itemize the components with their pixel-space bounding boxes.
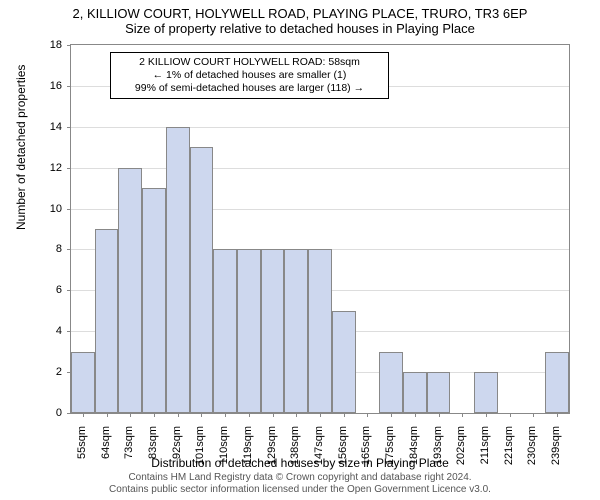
y-axis-label: Number of detached properties	[14, 65, 28, 230]
y-tick-mark	[67, 127, 71, 128]
y-tick-label: 8	[32, 243, 62, 255]
y-tick-mark	[67, 290, 71, 291]
footer-line2: Contains public sector information licen…	[0, 484, 600, 496]
histogram-bar	[332, 311, 356, 413]
footer-line1: Contains HM Land Registry data © Crown c…	[0, 472, 600, 484]
x-tick-mark	[296, 413, 297, 417]
y-tick-mark	[67, 413, 71, 414]
x-tick-mark	[486, 413, 487, 417]
histogram-bar	[284, 249, 308, 413]
y-tick-label: 4	[32, 325, 62, 337]
y-tick-mark	[67, 331, 71, 332]
y-tick-mark	[67, 168, 71, 169]
x-tick-mark	[462, 413, 463, 417]
histogram-bar	[261, 249, 285, 413]
chart-plot-area	[70, 44, 570, 414]
histogram-bar	[427, 372, 451, 413]
x-tick-mark	[344, 413, 345, 417]
histogram-bar	[71, 352, 95, 413]
y-tick-mark	[67, 45, 71, 46]
x-tick-mark	[178, 413, 179, 417]
y-tick-label: 18	[32, 39, 62, 51]
y-tick-label: 16	[32, 80, 62, 92]
histogram-bar	[403, 372, 427, 413]
x-tick-mark	[273, 413, 274, 417]
chart-title-block: 2, KILLIOW COURT, HOLYWELL ROAD, PLAYING…	[0, 0, 600, 36]
x-tick-mark	[225, 413, 226, 417]
x-tick-mark	[83, 413, 84, 417]
x-tick-mark	[201, 413, 202, 417]
x-tick-mark	[130, 413, 131, 417]
histogram-bar	[118, 168, 142, 413]
gridline	[71, 168, 569, 169]
y-tick-label: 14	[32, 121, 62, 133]
x-tick-mark	[154, 413, 155, 417]
histogram-bar	[474, 372, 498, 413]
y-tick-mark	[67, 86, 71, 87]
histogram-bar	[213, 249, 237, 413]
y-tick-label: 10	[32, 203, 62, 215]
histogram-bar	[142, 188, 166, 413]
x-tick-mark	[391, 413, 392, 417]
histogram-bar	[190, 147, 214, 413]
x-tick-mark	[533, 413, 534, 417]
x-tick-mark	[439, 413, 440, 417]
y-tick-mark	[67, 249, 71, 250]
chart-title-line1: 2, KILLIOW COURT, HOLYWELL ROAD, PLAYING…	[0, 6, 600, 21]
histogram-bar	[95, 229, 119, 413]
x-tick-mark	[107, 413, 108, 417]
callout-line1: 2 KILLIOW COURT HOLYWELL ROAD: 58sqm	[117, 56, 382, 69]
histogram-bar	[308, 249, 332, 413]
histogram-bar	[379, 352, 403, 413]
y-tick-label: 12	[32, 162, 62, 174]
histogram-bar	[237, 249, 261, 413]
histogram-bar	[166, 127, 190, 413]
y-tick-mark	[67, 209, 71, 210]
y-tick-label: 0	[32, 407, 62, 419]
callout-line3: 99% of semi-detached houses are larger (…	[117, 82, 382, 95]
y-tick-label: 2	[32, 366, 62, 378]
callout-line2: ← 1% of detached houses are smaller (1)	[117, 69, 382, 82]
x-tick-mark	[415, 413, 416, 417]
x-tick-mark	[510, 413, 511, 417]
y-tick-label: 6	[32, 284, 62, 296]
x-tick-mark	[249, 413, 250, 417]
chart-title-line2: Size of property relative to detached ho…	[0, 21, 600, 36]
x-axis-label: Distribution of detached houses by size …	[0, 456, 600, 470]
callout-box: 2 KILLIOW COURT HOLYWELL ROAD: 58sqm ← 1…	[110, 52, 389, 99]
footer-attribution: Contains HM Land Registry data © Crown c…	[0, 472, 600, 496]
x-tick-mark	[367, 413, 368, 417]
gridline	[71, 127, 569, 128]
histogram-bar	[545, 352, 569, 413]
x-tick-mark	[557, 413, 558, 417]
x-tick-mark	[320, 413, 321, 417]
